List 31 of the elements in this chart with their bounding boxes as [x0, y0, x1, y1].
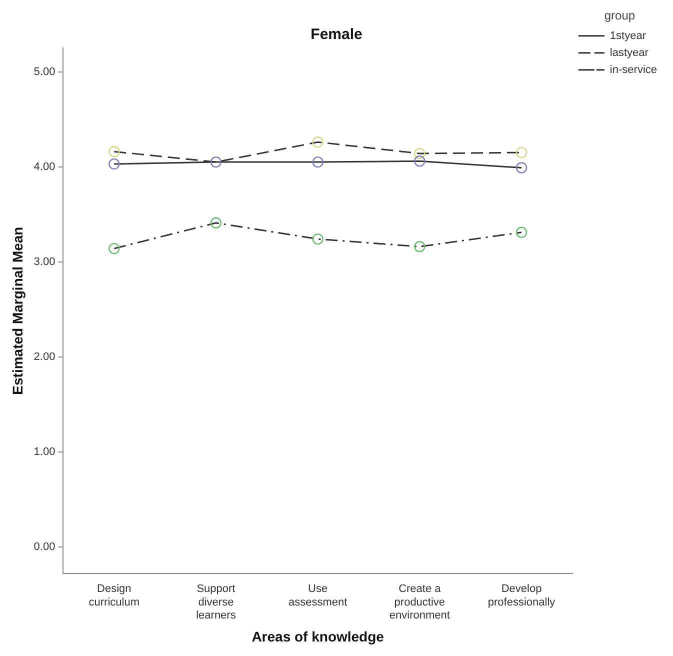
y-tick-label: 5.00 [34, 66, 56, 78]
point [312, 156, 324, 168]
y-tick-label: 2.00 [34, 350, 56, 363]
point [312, 233, 324, 245]
chart-title: Female [310, 26, 362, 44]
y-tick-label: 4.00 [34, 160, 56, 173]
point [516, 162, 528, 174]
y-tick-label: 3.00 [34, 256, 56, 268]
legend-label: lastyear [610, 46, 649, 59]
y-axis-title: Estimated Marginal Mean [9, 226, 26, 395]
point [414, 241, 426, 252]
point [516, 146, 528, 158]
point [210, 217, 222, 228]
legend-label: 1styear [610, 30, 646, 42]
x-tick-label: Use assessment [288, 583, 348, 608]
point [108, 146, 120, 158]
legend-title: group [604, 8, 636, 22]
point [312, 136, 324, 148]
y-tick-label: 0.00 [34, 541, 56, 554]
x-tick-label: Create a productive environment [389, 583, 450, 622]
point [516, 226, 528, 238]
point [108, 158, 120, 170]
x-tick-label: Support diverse learners [196, 583, 236, 622]
y-tick-label: 1.00 [34, 446, 56, 458]
x-axis-title: Areas of knowledge [252, 628, 384, 644]
point [414, 156, 426, 167]
x-tick-label: Develop professionally [488, 583, 556, 608]
point [414, 148, 426, 160]
legend-label: in-service [610, 64, 658, 76]
point [108, 242, 120, 254]
x-tick-label: Design curriculum [88, 583, 140, 608]
